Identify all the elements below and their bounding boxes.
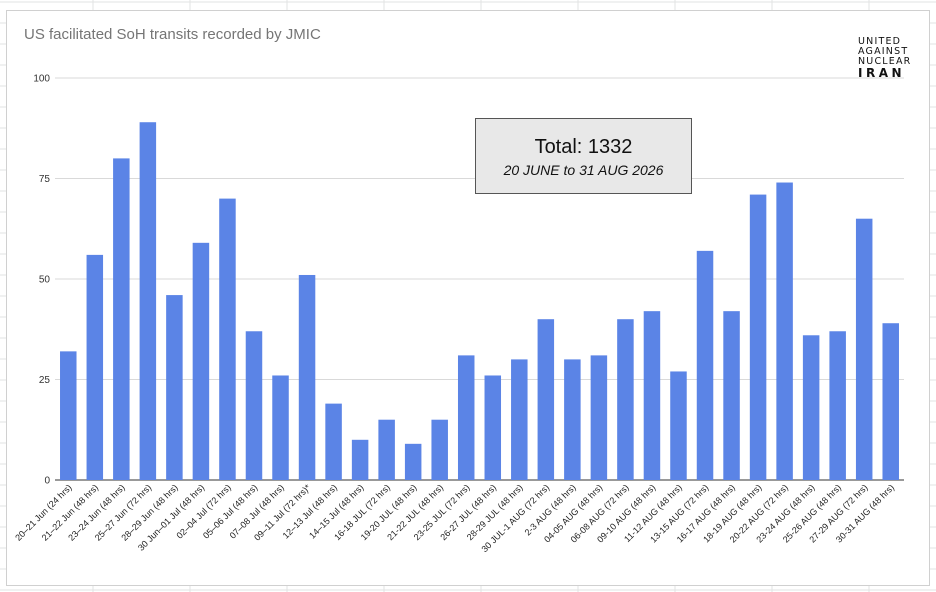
y-tick-label: 0 xyxy=(44,476,50,487)
bar[interactable] xyxy=(139,122,157,480)
y-tick-label: 50 xyxy=(39,275,51,286)
bar[interactable] xyxy=(802,335,820,480)
bar[interactable] xyxy=(882,323,899,480)
united-against-nuclear-iran-logo: UNITED AGAINST NUCLEAR IRAN xyxy=(858,37,912,80)
bar[interactable] xyxy=(643,311,661,480)
bar[interactable] xyxy=(829,331,846,480)
bar[interactable] xyxy=(537,319,555,480)
bar[interactable] xyxy=(457,355,475,480)
bar[interactable] xyxy=(298,274,316,480)
bar[interactable] xyxy=(60,351,77,480)
bar[interactable] xyxy=(404,443,422,480)
bar[interactable] xyxy=(378,419,395,480)
bar[interactable] xyxy=(272,375,289,480)
y-tick-label: 25 xyxy=(39,375,51,386)
total-label: Total: 1332 xyxy=(534,136,633,158)
logo-line-1: UNITED xyxy=(858,36,902,47)
bar[interactable] xyxy=(325,403,342,480)
y-tick-label: 100 xyxy=(33,74,50,85)
bar[interactable] xyxy=(245,331,263,480)
bar[interactable] xyxy=(696,250,714,480)
bar[interactable] xyxy=(113,158,130,480)
total-date-range: 20 JUNE to 31 AUG 2026 xyxy=(503,162,664,178)
bar[interactable] xyxy=(617,319,634,480)
logo-line-2: AGAINST xyxy=(858,46,909,57)
bar[interactable] xyxy=(484,375,502,480)
bar[interactable] xyxy=(564,359,581,480)
logo-line-4: IRAN xyxy=(858,66,906,80)
bar[interactable] xyxy=(855,218,873,480)
total-annotation-box: Total: 1332 20 JUNE to 31 AUG 2026 xyxy=(475,118,692,194)
bar[interactable] xyxy=(590,355,608,480)
bar[interactable] xyxy=(219,198,236,480)
bar[interactable] xyxy=(776,182,793,480)
bar[interactable] xyxy=(351,439,369,480)
chart-frame[interactable] xyxy=(6,10,930,586)
bar[interactable] xyxy=(431,419,448,480)
bar[interactable] xyxy=(749,194,767,480)
bar[interactable] xyxy=(86,254,104,480)
chart-title: US facilitated SoH transits recorded by … xyxy=(24,26,321,43)
bar[interactable] xyxy=(670,371,687,480)
bar[interactable] xyxy=(511,359,528,480)
logo-line-3: NUCLEAR xyxy=(858,56,912,67)
y-tick-label: 75 xyxy=(39,174,51,185)
bar[interactable] xyxy=(166,295,183,480)
bar[interactable] xyxy=(192,242,210,480)
bar[interactable] xyxy=(723,311,740,480)
